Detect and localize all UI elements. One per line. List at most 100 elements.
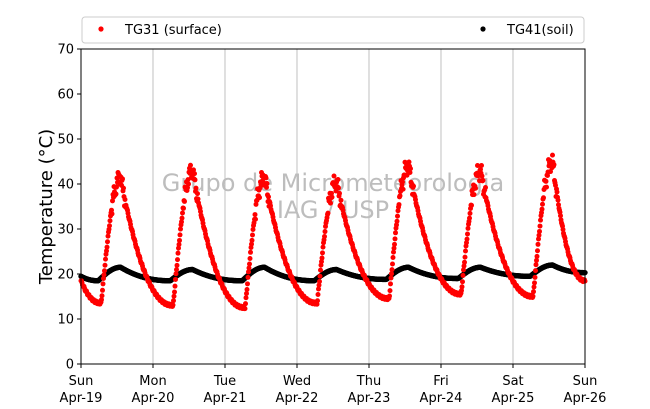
series-0-point bbox=[252, 212, 258, 218]
x-tick-date-4: Apr-23 bbox=[348, 391, 391, 406]
series-0-point bbox=[171, 293, 177, 299]
series-0-point bbox=[544, 184, 549, 190]
series-0-point bbox=[467, 215, 472, 221]
series-0-point bbox=[242, 306, 248, 312]
series-0-point bbox=[539, 206, 545, 212]
series-0-point bbox=[536, 236, 541, 242]
series-0-point bbox=[534, 257, 539, 263]
series-0-point bbox=[100, 287, 105, 293]
series-0-point bbox=[316, 286, 321, 292]
series-0-point bbox=[392, 236, 398, 242]
x-tick-weekday-2: Tue bbox=[213, 374, 236, 389]
series-0-point bbox=[249, 237, 255, 243]
series-0-point bbox=[395, 213, 400, 219]
series-0-point bbox=[336, 185, 341, 191]
series-0-point bbox=[560, 227, 566, 233]
series-0-point bbox=[400, 179, 405, 185]
x-tick-date-2: Apr-21 bbox=[204, 391, 247, 406]
series-0-point bbox=[114, 184, 119, 190]
series-0-point bbox=[329, 190, 334, 196]
series-0-point bbox=[536, 232, 542, 238]
series-0-point bbox=[101, 272, 107, 278]
series-0-point bbox=[99, 293, 105, 299]
series-0-point bbox=[322, 233, 327, 239]
series-0-point bbox=[388, 281, 393, 287]
series-0-point bbox=[175, 250, 181, 256]
series-0-point bbox=[243, 295, 249, 301]
y-tick-label-50: 50 bbox=[57, 133, 74, 148]
x-tick-date-0: Apr-19 bbox=[60, 391, 103, 406]
series-0-point bbox=[109, 207, 114, 213]
series-0-point bbox=[480, 177, 486, 183]
series-0-point bbox=[257, 195, 262, 201]
legend-label-soil: TG41(soil) bbox=[506, 23, 574, 38]
series-0-point bbox=[250, 232, 255, 238]
series-0-point bbox=[392, 241, 397, 247]
series-0-point bbox=[181, 205, 186, 211]
series-0-point bbox=[538, 217, 543, 223]
series-0-point bbox=[531, 284, 537, 290]
series-0-point bbox=[319, 255, 325, 261]
series-0-point bbox=[173, 271, 179, 277]
series-0-point bbox=[471, 192, 477, 198]
y-tick-label-30: 30 bbox=[57, 223, 74, 238]
series-0-point bbox=[102, 268, 107, 274]
series-0-point bbox=[395, 208, 401, 214]
series-0-point bbox=[531, 289, 536, 295]
x-tick-weekday-3: Wed bbox=[283, 374, 311, 389]
series-0-point bbox=[198, 208, 203, 214]
series-0-point bbox=[400, 186, 406, 192]
series-0-point bbox=[390, 255, 396, 261]
series-0-point bbox=[465, 225, 471, 231]
series-0-point bbox=[411, 183, 416, 189]
series-0-point bbox=[121, 185, 126, 191]
series-0-point bbox=[102, 262, 108, 268]
legend-marker-surface bbox=[98, 26, 104, 32]
series-0-point bbox=[176, 242, 182, 247]
series-0-point bbox=[172, 289, 177, 295]
series-0 bbox=[78, 152, 588, 312]
watermark-line-1: IAG / USP bbox=[277, 196, 389, 224]
series-0-point bbox=[246, 269, 251, 275]
series-0-point bbox=[315, 292, 321, 298]
series-0-point bbox=[389, 267, 395, 273]
x-tick-date-7: Apr-26 bbox=[564, 391, 607, 406]
legend: TG31 (surface) TG41(soil) bbox=[81, 16, 585, 44]
x-tick-date-5: Apr-24 bbox=[420, 391, 463, 406]
series-0-point bbox=[247, 255, 253, 261]
series-0-point bbox=[533, 268, 538, 274]
series-0-point bbox=[174, 267, 179, 273]
series-0-point bbox=[253, 216, 258, 222]
series-0-point bbox=[387, 293, 392, 299]
legend-box bbox=[81, 16, 585, 44]
y-tick-label-10: 10 bbox=[57, 313, 74, 328]
series-0-point bbox=[461, 263, 467, 269]
series-0-point bbox=[337, 190, 342, 196]
series-0-point bbox=[175, 257, 180, 263]
series-0-point bbox=[320, 244, 326, 250]
series-0-point bbox=[463, 248, 468, 254]
series-0-point bbox=[467, 210, 473, 216]
series-0-point bbox=[245, 281, 250, 287]
x-tick-weekday-1: Mon bbox=[139, 374, 166, 389]
series-0-point bbox=[244, 286, 250, 292]
series-0-point bbox=[195, 196, 201, 202]
y-axis: 0 10 20 30 40 50 60 70 bbox=[57, 43, 81, 373]
series-0-point bbox=[460, 272, 466, 278]
series-0-point bbox=[173, 276, 178, 282]
series-0-point bbox=[537, 228, 542, 234]
series-0-point bbox=[244, 291, 249, 297]
series-0-point bbox=[172, 283, 178, 289]
series-0-point bbox=[113, 191, 119, 197]
series-0-point bbox=[179, 219, 184, 225]
series-0-point bbox=[537, 223, 543, 229]
series-0-point bbox=[263, 175, 269, 181]
series-0-point bbox=[177, 237, 182, 243]
series-0-point bbox=[99, 297, 104, 303]
x-tick-date-1: Apr-20 bbox=[132, 391, 175, 406]
series-0-point bbox=[105, 233, 111, 239]
series-0-point bbox=[315, 298, 320, 304]
series-0-point bbox=[394, 222, 399, 228]
